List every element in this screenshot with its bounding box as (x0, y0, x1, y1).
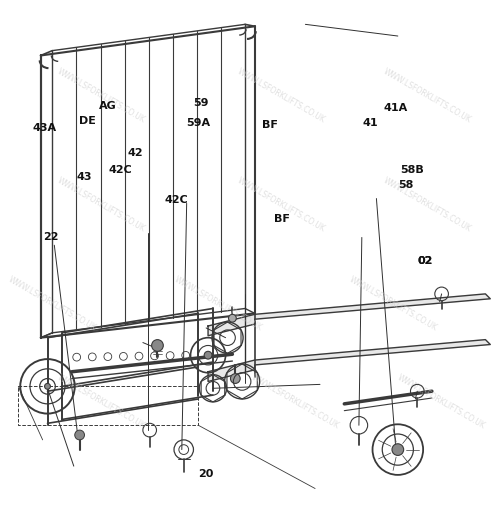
Text: 58B: 58B (400, 165, 424, 175)
Text: WWW.LSFORKLIFTS.CO.UK: WWW.LSFORKLIFTS.CO.UK (56, 176, 146, 234)
Polygon shape (208, 294, 490, 336)
Text: WWW.LSFORKLIFTS.CO.UK: WWW.LSFORKLIFTS.CO.UK (348, 274, 438, 332)
Text: WWW.LSFORKLIFTS.CO.UK: WWW.LSFORKLIFTS.CO.UK (250, 373, 341, 431)
Text: WWW.LSFORKLIFTS.CO.UK: WWW.LSFORKLIFTS.CO.UK (396, 373, 487, 431)
Text: BF: BF (274, 214, 289, 225)
Circle shape (44, 384, 51, 389)
Text: WWW.LSFORKLIFTS.CO.UK: WWW.LSFORKLIFTS.CO.UK (56, 67, 146, 124)
Circle shape (75, 430, 85, 440)
Text: WWW.LSFORKLIFTS.CO.UK: WWW.LSFORKLIFTS.CO.UK (236, 67, 326, 124)
Circle shape (204, 352, 212, 359)
Text: WWW.LSFORKLIFTS.CO.UK: WWW.LSFORKLIFTS.CO.UK (56, 373, 146, 431)
Text: 42C: 42C (164, 195, 188, 205)
Text: 42: 42 (128, 148, 144, 157)
Text: 22: 22 (42, 232, 58, 242)
Text: WWW.LSFORKLIFTS.CO.UK: WWW.LSFORKLIFTS.CO.UK (382, 67, 472, 124)
Circle shape (392, 444, 404, 456)
Text: WWW.LSFORKLIFTS.CO.UK: WWW.LSFORKLIFTS.CO.UK (382, 176, 472, 234)
Text: WWW.LSFORKLIFTS.CO.UK: WWW.LSFORKLIFTS.CO.UK (7, 274, 98, 332)
Text: WWW.LSFORKLIFTS.CO.UK: WWW.LSFORKLIFTS.CO.UK (236, 176, 326, 234)
Text: 43A: 43A (33, 123, 57, 133)
Polygon shape (208, 340, 490, 382)
Text: WWW.LSFORKLIFTS.CO.UK: WWW.LSFORKLIFTS.CO.UK (172, 274, 264, 332)
Text: 02: 02 (418, 257, 432, 266)
Circle shape (230, 374, 240, 384)
Text: DE: DE (79, 115, 96, 125)
Text: 20: 20 (198, 469, 214, 479)
Text: 43: 43 (76, 172, 92, 182)
Circle shape (152, 340, 164, 352)
Text: BF: BF (262, 120, 278, 131)
Text: 59A: 59A (186, 118, 210, 128)
Text: 41A: 41A (383, 103, 407, 113)
Circle shape (228, 314, 236, 322)
Text: 42C: 42C (108, 165, 132, 175)
Text: 02: 02 (418, 257, 432, 266)
Text: AG: AG (98, 101, 116, 111)
Text: 58: 58 (398, 180, 413, 190)
Text: 41: 41 (363, 118, 378, 128)
Text: 59: 59 (194, 98, 209, 108)
